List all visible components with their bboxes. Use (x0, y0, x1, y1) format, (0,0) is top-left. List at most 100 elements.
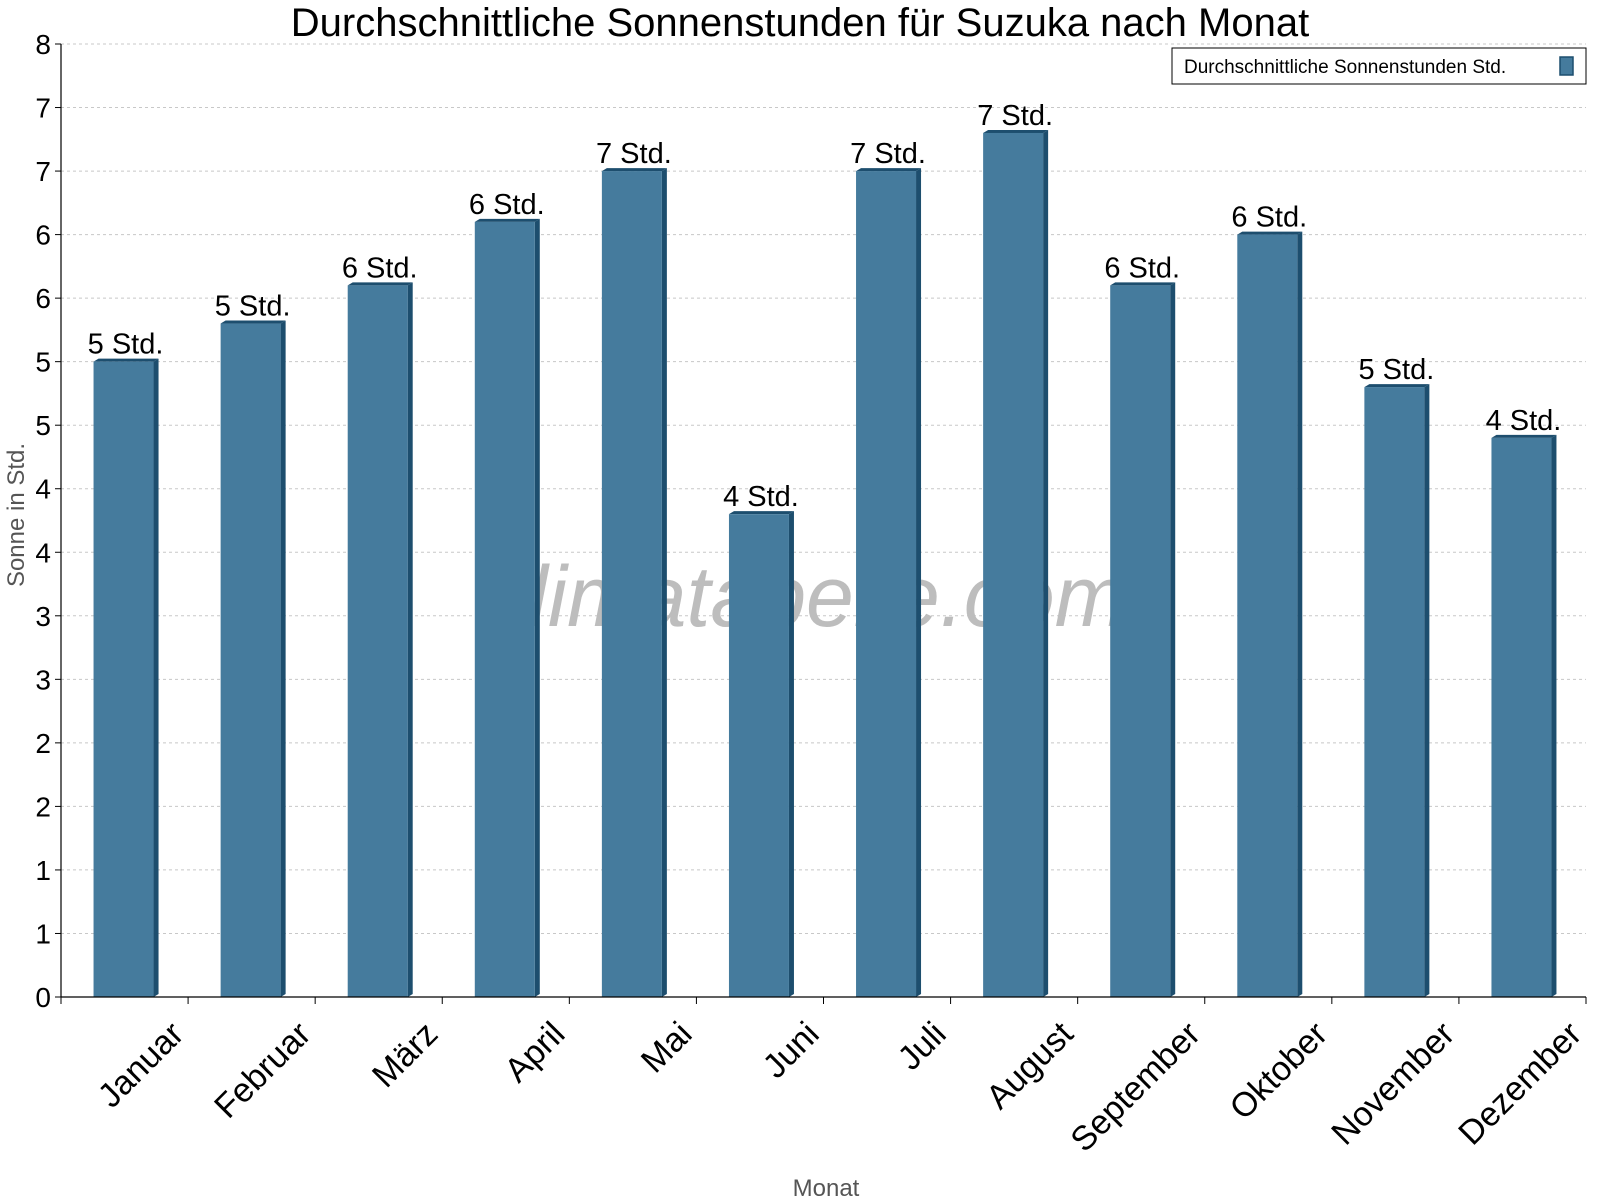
y-tick-label: 6 (35, 283, 51, 314)
bar (1110, 282, 1176, 998)
bar-side (1297, 231, 1303, 998)
legend-swatch (1559, 56, 1574, 76)
data-label: 6 Std. (469, 189, 545, 221)
bar (601, 168, 667, 998)
data-label: 5 Std. (1358, 354, 1434, 386)
bar-front (1364, 387, 1425, 998)
bar-top (856, 168, 922, 172)
bar-side (1551, 434, 1557, 997)
x-tick-label: November (1324, 1015, 1462, 1153)
data-label: 4 Std. (723, 481, 799, 513)
x-tick-label: Oktober (1223, 1015, 1335, 1127)
x-tick-labels: Januar Februar März April Mai Juni Juli AugustS… (91, 1014, 1589, 1159)
bar-side (407, 282, 413, 998)
bar-side (534, 218, 540, 998)
data-label: 4 Std. (1486, 405, 1562, 437)
bar-side (788, 511, 794, 997)
data-label: 6 Std. (1231, 202, 1307, 234)
bar-front (983, 132, 1044, 998)
bar-front (601, 171, 662, 998)
bar-front (220, 323, 281, 998)
bar-top (220, 320, 286, 324)
legend-label: Durchschnittliche Sonnenstunden Std. (1184, 57, 1506, 78)
bar (474, 218, 540, 998)
x-tick-label: Mai (634, 1015, 700, 1081)
data-label: 6 Std. (342, 252, 418, 284)
x-tick-label: Januar (91, 1015, 191, 1115)
bar-top (1364, 384, 1430, 388)
bar (1364, 384, 1430, 998)
bar-side (153, 358, 159, 998)
bar-front (1491, 437, 1552, 997)
data-label: 5 Std. (215, 291, 291, 323)
legend: Durchschnittliche Sonnenstunden Std. (1171, 47, 1587, 85)
bar-top (601, 168, 667, 172)
x-tick-label: Februar (207, 1015, 318, 1126)
x-tick-label: Dezember (1451, 1015, 1589, 1153)
data-label: 7 Std. (977, 100, 1053, 132)
grid-lines (61, 43, 1586, 934)
y-tick-label: 3 (35, 664, 51, 695)
data-labels: 5 Std. 5 Std. 6 Std. 6 Std. 7 Std. 4 Std. 7 St… (88, 100, 1562, 513)
y-tick-labels: 0 1 1 2 2 3 3 4 4 5 5 6 6 7 7 8 (35, 29, 51, 1013)
bar-top (1110, 282, 1176, 286)
bar-side (916, 168, 922, 998)
bar (728, 511, 794, 997)
x-axis-label: Monat (793, 1175, 860, 1200)
bar-top (1491, 434, 1557, 438)
y-tick-label: 3 (35, 601, 51, 632)
bar (1491, 434, 1557, 997)
data-label: 5 Std. (88, 329, 164, 361)
y-tick-label: 6 (35, 220, 51, 251)
axes (55, 43, 1587, 1004)
bar-side (661, 168, 667, 998)
bar-top (93, 358, 159, 362)
bar-top (1237, 231, 1303, 235)
data-label: 7 Std. (850, 138, 926, 170)
y-tick-label: 7 (35, 93, 51, 124)
y-tick-label: 5 (35, 410, 51, 441)
bar-top (728, 511, 794, 515)
y-tick-label: 8 (35, 29, 51, 60)
bar-front (1237, 234, 1298, 998)
bar-side (1043, 129, 1049, 998)
x-tick-label: Juni (756, 1015, 827, 1086)
bar (1237, 231, 1303, 998)
y-tick-label: 1 (35, 855, 51, 886)
x-tick-label: März (365, 1015, 445, 1095)
bar (93, 358, 159, 998)
y-tick-label: 1 (35, 918, 51, 949)
y-tick-label: 5 (35, 347, 51, 378)
bars (93, 129, 1557, 998)
y-tick-label: 2 (35, 791, 51, 822)
bar-side (1170, 282, 1176, 998)
y-tick-label: 4 (35, 474, 51, 505)
bar-front (474, 221, 535, 998)
y-tick-label: 4 (35, 537, 51, 568)
bar-top (474, 218, 540, 222)
bar (347, 282, 413, 998)
bar-side (1424, 384, 1430, 998)
bar-front (728, 514, 789, 997)
data-label: 6 Std. (1104, 252, 1180, 284)
bar (220, 320, 286, 998)
bar-top (983, 129, 1049, 133)
data-label: 7 Std. (596, 138, 672, 170)
bar-front (347, 285, 408, 998)
y-tick-label: 7 (35, 156, 51, 187)
y-tick-label: 2 (35, 728, 51, 759)
y-axis-label: Sonne in Std. (3, 443, 30, 587)
x-tick-label: April (497, 1015, 572, 1090)
bar-top (347, 282, 413, 286)
bar (856, 168, 922, 998)
x-tick-label: August (979, 1014, 1081, 1116)
bar-front (93, 361, 154, 998)
bar-front (856, 171, 917, 998)
x-tick-label: Juli (891, 1015, 954, 1078)
bar (983, 129, 1049, 998)
chart-title: Durchschnittliche Sonnenstunden für Suzu… (291, 1, 1309, 45)
y-tick-label: 0 (35, 982, 51, 1013)
bar-front (1110, 285, 1171, 998)
legend-box (1171, 47, 1587, 85)
